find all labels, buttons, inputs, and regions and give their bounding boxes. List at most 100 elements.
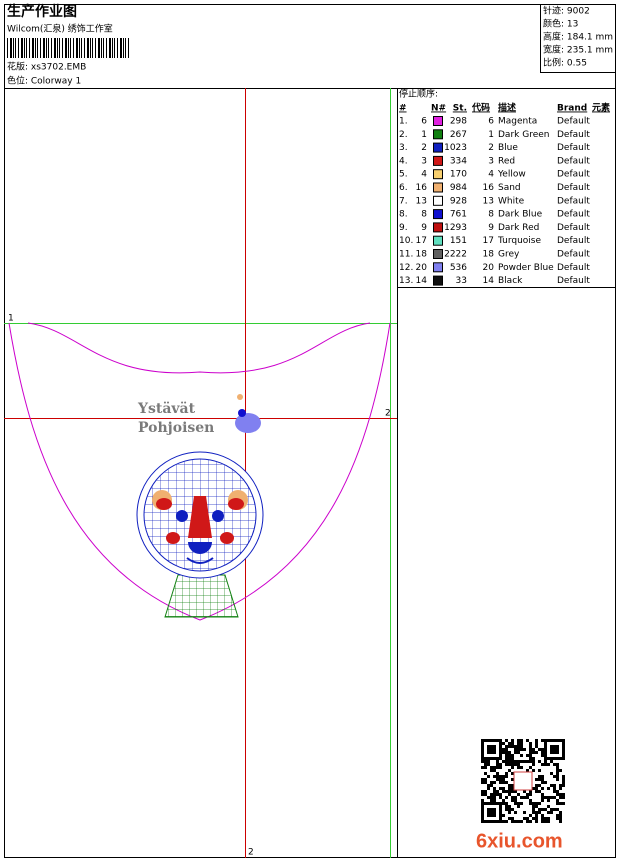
bar-stroke [32,38,34,58]
cell: Default [557,143,590,153]
cell: 6 [488,117,494,127]
cell: 3. [399,143,408,153]
qr-cell [505,796,508,799]
cell: 20 [416,263,428,273]
qr-cell [508,817,511,820]
qr-cell [529,760,532,763]
qr-cell [529,745,532,748]
qr-cell [544,754,547,757]
marker: 1 [8,314,14,324]
column-header: N# [431,104,446,114]
qr-cell [496,802,499,805]
qr-cell [502,787,505,790]
qr-cell [493,802,496,805]
qr-cell [481,793,484,796]
qr-cell [544,796,547,799]
qr-cell [481,754,484,757]
qr-cell [490,808,493,811]
bar-stroke [57,38,58,58]
qr-cell [499,766,502,769]
qr-cell [550,811,553,814]
bar-stroke [70,38,71,58]
qr-cell [544,820,547,823]
qr-cell [481,745,484,748]
qr-cell [481,799,484,802]
cell: Powder Blue [498,263,554,273]
qr-cell [541,799,544,802]
cell: 4 [488,170,494,180]
stat: 比例: 0.55 [543,57,587,69]
cell: Magenta [498,117,537,127]
qr-cell [505,745,508,748]
qr-cell [490,793,493,796]
qr-cell [556,778,559,781]
qr-cell [508,784,511,787]
qr-cell [535,742,538,745]
qr-cell [559,769,562,772]
qr-cell [499,781,502,784]
qr-cell [523,790,526,793]
qr-cell [520,754,523,757]
qr-cell [541,796,544,799]
design-file: 花版: xs3702.EMB [7,61,86,73]
cell: 2222 [444,250,467,260]
qr-cell [517,742,520,745]
cell: Dark Red [498,223,539,233]
qr-cell [502,748,505,751]
bar-stroke [40,38,41,58]
qr-cell [511,787,514,790]
qr-cell [496,766,499,769]
qr-cell [562,796,565,799]
qr-cell [553,748,556,751]
qr-cell [508,754,511,757]
qr-cell [544,808,547,811]
qr-cell [541,793,544,796]
qr-cell [520,760,523,763]
qr-cell [487,796,490,799]
bar-stroke [109,38,111,58]
qr-cell [532,808,535,811]
qr-cell [487,775,490,778]
qr-cell [544,781,547,784]
cell: 3 [421,156,427,166]
qr-cell [511,760,514,763]
cell: Black [498,276,523,286]
qr-cell [562,748,565,751]
cell: 11. [399,250,413,260]
column-header: 代码 [471,102,490,114]
cell: 3 [488,156,494,166]
qr-cell [481,739,484,742]
qr-cell [526,754,529,757]
qr-cell [556,802,559,805]
cell: 13 [483,196,494,206]
qr-cell [511,778,514,781]
cell: 1 [421,130,427,140]
qr-cell [553,787,556,790]
bar-stroke [37,38,38,58]
qr-cell [511,796,514,799]
qr-cell [487,802,490,805]
qr-cell [520,739,523,742]
qr-cell [532,817,535,820]
qr-cell [556,769,559,772]
qr-cell [562,751,565,754]
qr-cell [493,751,496,754]
qr-cell [487,808,490,811]
qr-cell [529,799,532,802]
qr-cell [487,757,490,760]
cell: Default [557,183,590,193]
qr-cell [559,817,562,820]
qr-cell [481,766,484,769]
qr-cell [556,799,559,802]
qr-cell [556,793,559,796]
qr-cell [490,814,493,817]
qr-cell [514,790,517,793]
qr-cell [487,814,490,817]
bar-stroke [120,38,122,58]
cell: 9 [488,223,494,233]
qr-cell [520,745,523,748]
qr-cell [550,772,553,775]
qr-cell [529,742,532,745]
qr-cell [541,739,544,742]
qr-cell [493,781,496,784]
